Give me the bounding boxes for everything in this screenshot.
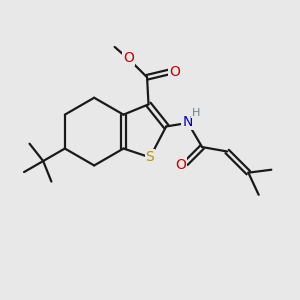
Text: S: S [146, 150, 154, 164]
Text: O: O [123, 51, 134, 65]
Text: O: O [169, 65, 180, 79]
Text: H: H [191, 108, 200, 118]
Text: O: O [175, 158, 186, 172]
Text: N: N [182, 115, 193, 129]
